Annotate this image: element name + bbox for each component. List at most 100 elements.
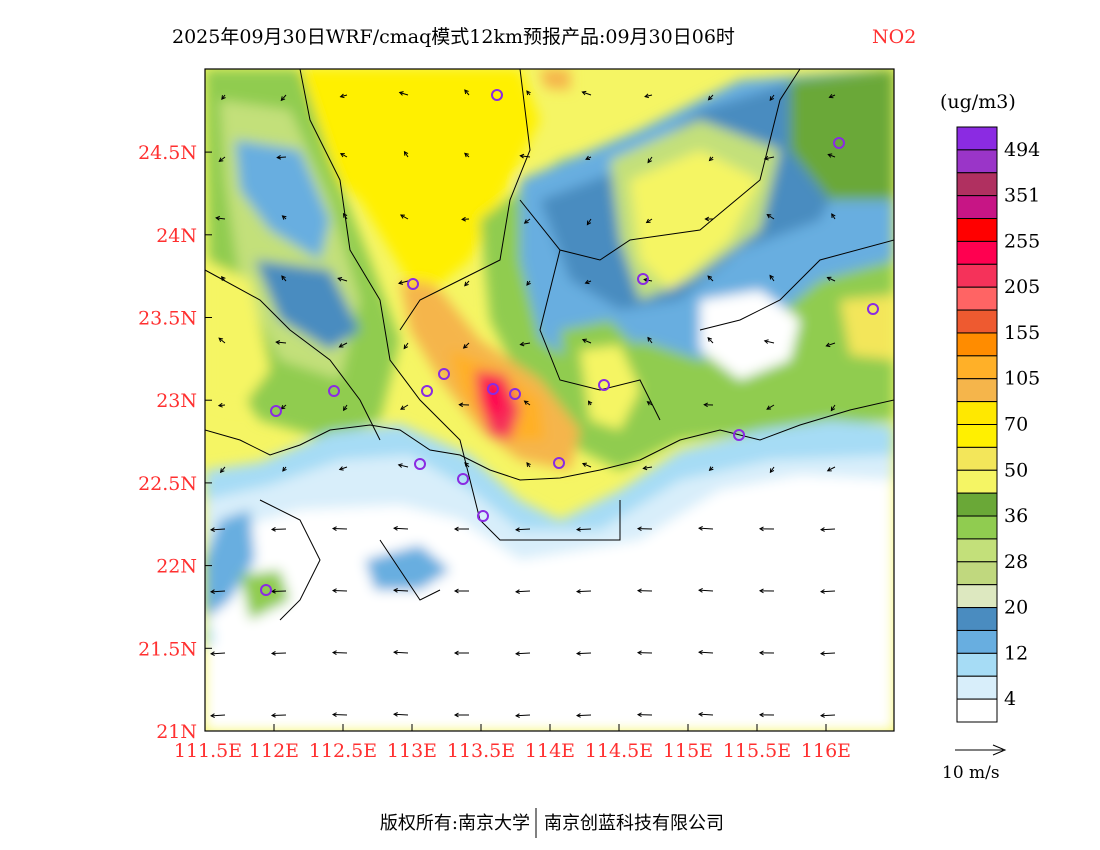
- wind-arrow: [393, 526, 409, 531]
- y-tick-label: 24N: [156, 225, 197, 247]
- colorbar-cell: [956, 218, 998, 242]
- wind-arrow: [636, 712, 653, 718]
- wind-arrow: [215, 215, 226, 221]
- wind-legend: 10 m/s: [942, 744, 1007, 783]
- wind-arrow: [339, 93, 348, 99]
- copyright-right: 南京创蓝科技有限公司: [544, 813, 724, 834]
- colorbar-cell: [956, 355, 998, 380]
- wind-arrow: [758, 712, 775, 718]
- wind-arrow: [581, 90, 592, 96]
- wind-legend-label: 10 m/s: [942, 763, 1000, 783]
- x-tick-label: 112E: [249, 740, 299, 762]
- wind-arrow: [707, 275, 714, 282]
- wind-arrow: [398, 280, 409, 285]
- wind-arrow: [644, 93, 653, 99]
- wind-arrow: [462, 342, 470, 349]
- colorbar-cell: [956, 469, 998, 494]
- station-marker: [477, 510, 489, 522]
- wind-arrow: [210, 651, 226, 656]
- wind-arrow: [769, 466, 775, 474]
- station-marker: [491, 89, 503, 101]
- wind-arrow: [704, 216, 714, 222]
- colorbar-cell: [956, 538, 998, 563]
- wind-arrow: [338, 342, 348, 348]
- wind-arrow: [331, 588, 348, 593]
- colorbar-label: 205: [1004, 276, 1040, 298]
- wind-arrow: [519, 341, 531, 347]
- y-tick-label: 23.5N: [138, 308, 197, 330]
- wind-arrow: [581, 338, 592, 344]
- station-marker: [328, 385, 340, 397]
- wind-arrow: [698, 712, 714, 717]
- y-tick-label: 22.5N: [138, 473, 197, 495]
- colorbar-label: 70: [1004, 414, 1028, 436]
- arrow-head-icon: [992, 744, 1007, 756]
- wind-arrow: [331, 712, 348, 717]
- colorbar-cell: [956, 172, 998, 197]
- station-marker: [260, 584, 272, 596]
- wind-arrow: [338, 466, 348, 471]
- wind-arrow: [453, 712, 470, 718]
- colorbar-label: 36: [1004, 505, 1028, 527]
- wind-arrow: [763, 339, 775, 344]
- station-marker: [487, 383, 499, 395]
- wind-arrow: [281, 215, 287, 220]
- x-tick-label: 113E: [387, 740, 437, 762]
- x-tick-label: 114.5E: [585, 740, 653, 762]
- station-marker: [457, 473, 469, 485]
- station-marker: [867, 303, 879, 315]
- wind-arrow: [642, 465, 653, 471]
- wind-arrow: [398, 91, 409, 96]
- wind-arrow: [703, 402, 714, 408]
- wind-arrow: [646, 401, 653, 406]
- station-marker: [414, 458, 426, 470]
- wind-arrow: [282, 466, 287, 472]
- copyright-left: 版权所有:南京大学: [380, 813, 530, 834]
- wind-arrow: [210, 527, 226, 532]
- colorbar-cell: [956, 195, 998, 220]
- station-marker: [421, 385, 433, 397]
- colorbar-label: 155: [1004, 322, 1040, 344]
- colorbar-label: 351: [1004, 185, 1040, 207]
- wind-arrow: [831, 213, 836, 220]
- wind-arrow: [210, 713, 226, 718]
- wind-arrow: [636, 588, 653, 594]
- wind-arrow: [707, 94, 714, 101]
- colorbar-cell: [956, 584, 998, 609]
- colorbar-cell: [956, 286, 998, 311]
- wind-arrow: [403, 150, 409, 158]
- wind-arrow: [758, 588, 775, 594]
- wind-arrow: [453, 650, 470, 656]
- wind-arrow: [827, 153, 836, 158]
- wind-arrow: [280, 94, 287, 102]
- colorbar-label: 255: [1004, 230, 1040, 252]
- wind-arrow: [217, 402, 226, 408]
- colorbar-cell: [956, 149, 998, 174]
- wind-arrow: [645, 218, 653, 224]
- wind-arrow: [270, 588, 287, 594]
- wind-arrow: [342, 404, 348, 412]
- wind-arrow: [826, 466, 836, 472]
- colorbar-label: 4: [1004, 688, 1016, 710]
- station-marker: [407, 278, 419, 290]
- wind-arrow: [586, 218, 592, 226]
- colorbar-cell: [956, 698, 998, 723]
- station-marker: [637, 273, 649, 285]
- colorbar-cell: [956, 629, 998, 654]
- wind-arrow: [647, 156, 653, 164]
- monitoring-stations: [260, 89, 879, 596]
- wind-arrow: [218, 156, 226, 162]
- wind-arrow: [399, 214, 409, 220]
- x-axis-ticks: 111.5E 112E 112.5E 113E 113.5E 114E 114.5E 115E…: [174, 724, 851, 762]
- wind-arrow: [221, 94, 226, 100]
- x-tick-label: 115.5E: [723, 740, 791, 762]
- wind-arrow: [575, 589, 592, 594]
- x-tick-label: 114E: [525, 740, 575, 762]
- boundary-lines: [205, 69, 894, 621]
- wind-arrow: [453, 588, 470, 594]
- station-marker: [833, 137, 845, 149]
- wind-arrow: [210, 589, 226, 594]
- wind-arrow: [218, 337, 226, 344]
- colorbar-cell: [956, 240, 998, 265]
